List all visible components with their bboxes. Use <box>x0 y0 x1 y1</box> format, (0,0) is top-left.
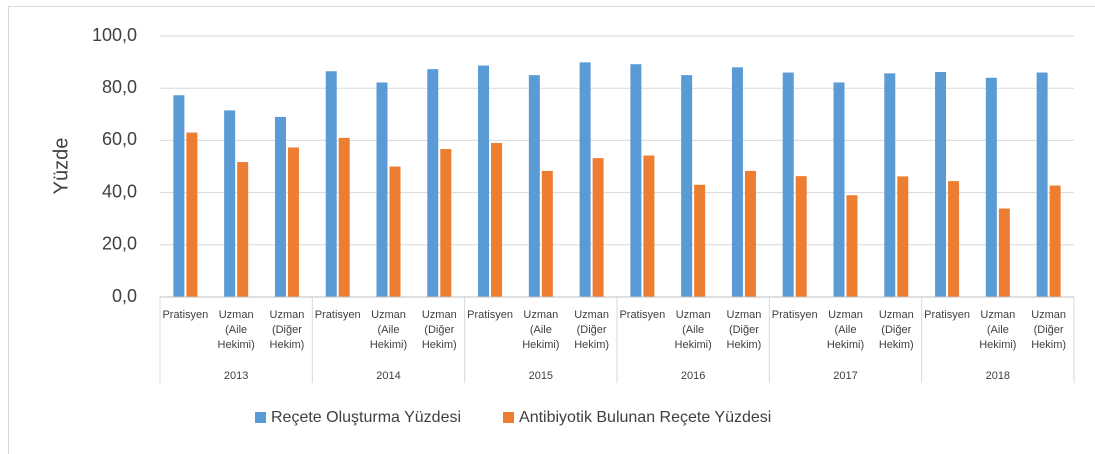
x-tick-label: Pratisyen <box>314 309 361 321</box>
x-tick-label: Uzman (Diğer Hekim) <box>269 309 305 351</box>
bar <box>681 75 693 298</box>
legend-swatch <box>255 412 266 423</box>
bar <box>376 82 388 297</box>
group-label: 2017 <box>833 370 857 382</box>
x-tick-label: Uzman (Aile Hekimi) <box>522 309 560 351</box>
x-tick-label: Pratisyen <box>619 309 666 321</box>
bar <box>237 162 249 297</box>
bar <box>491 143 503 297</box>
bar <box>325 71 337 297</box>
bar <box>427 69 439 297</box>
bar <box>1049 185 1061 297</box>
bar <box>897 176 909 297</box>
group-label: 2014 <box>376 370 400 382</box>
x-tick-label: Pratisyen <box>924 309 970 321</box>
bar <box>541 170 553 297</box>
legend-label: Reçete Oluşturma Yüzdesi <box>271 409 461 426</box>
bar <box>935 72 947 297</box>
x-tick-label: Pratisyen <box>162 309 209 321</box>
bar <box>440 149 452 297</box>
y-tick-label: 0,0 <box>112 286 137 306</box>
bar <box>287 147 299 297</box>
x-tick-label: Uzman (Aile Hekimi) <box>217 309 255 351</box>
chart-border <box>8 6 1095 454</box>
bar <box>998 208 1010 297</box>
y-tick-label: 80,0 <box>102 77 137 97</box>
bar <box>846 195 858 297</box>
x-tick-label: Uzman (Aile Hekimi) <box>674 309 712 351</box>
legend-label: Antibiyotik Bulunan Reçete Yüzdesi <box>519 409 771 426</box>
bar <box>744 170 756 297</box>
x-tick-label: Uzman (Aile Hekimi) <box>369 309 408 351</box>
y-tick-label: 20,0 <box>102 234 137 254</box>
bar <box>985 77 997 297</box>
bar <box>795 176 807 297</box>
x-tick-label: Uzman (Diğer Hekim) <box>878 309 914 351</box>
bar <box>1036 72 1048 297</box>
bar <box>731 67 743 297</box>
bar <box>389 166 401 297</box>
bar <box>630 64 642 297</box>
bar <box>186 132 198 297</box>
bar <box>592 158 604 297</box>
group-label: 2018 <box>986 370 1010 382</box>
x-tick-label: Pratisyen <box>467 309 513 321</box>
bar <box>948 181 960 297</box>
bar <box>274 116 286 297</box>
x-tick-label: Pratisyen <box>771 309 818 321</box>
legend-swatch <box>503 412 515 423</box>
y-tick-label: 60,0 <box>102 129 137 149</box>
bar <box>579 62 591 298</box>
bar <box>833 82 845 297</box>
bar <box>694 184 706 297</box>
bar <box>338 137 350 297</box>
y-tick-label: 40,0 <box>102 181 137 201</box>
y-tick-label: 100,0 <box>92 25 137 45</box>
bar <box>528 75 540 298</box>
x-tick-label: Uzman (Diğer Hekim) <box>1031 309 1067 351</box>
bar <box>173 95 185 297</box>
bar <box>643 155 655 297</box>
bar <box>478 65 490 297</box>
y-axis-title: Yüzde <box>50 138 72 195</box>
group-label: 2015 <box>529 370 553 382</box>
bar <box>224 110 236 297</box>
x-tick-label: Uzman (Aile Hekimi) <box>979 309 1017 351</box>
x-tick-label: Uzman (Diğer Hekim) <box>574 309 610 351</box>
x-tick-label: Uzman (Aile Hekimi) <box>826 309 865 351</box>
x-tick-label: Uzman (Diğer Hekim) <box>726 309 762 351</box>
x-tick-label: Uzman (Diğer Hekim) <box>421 309 457 351</box>
group-label: 2016 <box>681 370 705 382</box>
group-label: 2013 <box>224 370 248 382</box>
bar <box>884 73 896 297</box>
bar <box>782 72 794 297</box>
